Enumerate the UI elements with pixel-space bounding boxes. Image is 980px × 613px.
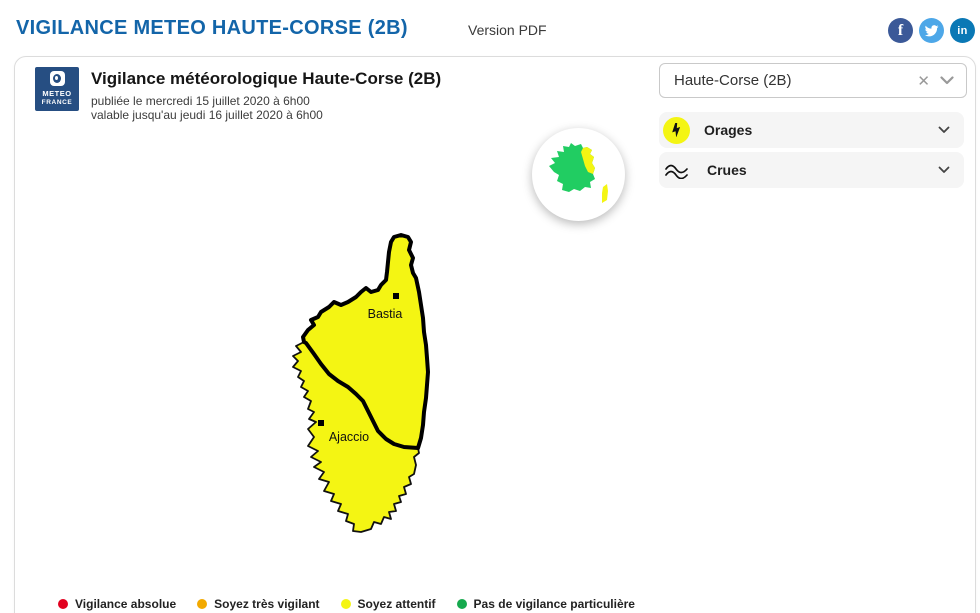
vigilance-card: METEO FRANCE Vigilance météorologique Ha… <box>14 56 976 613</box>
department-select[interactable]: Haute-Corse (2B) ✕ <box>659 63 967 98</box>
bulletin-title: Vigilance météorologique Haute-Corse (2B… <box>91 69 442 88</box>
clear-icon[interactable]: ✕ <box>917 72 930 90</box>
ajaccio-marker <box>318 420 324 426</box>
legend-dot-red <box>58 599 68 609</box>
france-overview-map <box>532 128 625 221</box>
version-pdf-link[interactable]: Version PDF <box>468 22 547 38</box>
twitter-icon[interactable] <box>919 18 944 43</box>
city-label-ajaccio: Ajaccio <box>329 430 369 444</box>
france-map-icon <box>548 142 608 203</box>
facebook-icon[interactable]: f <box>888 18 913 43</box>
lightning-icon <box>663 116 690 144</box>
hazard-label: Crues <box>707 162 747 178</box>
legend-item: Soyez attentif <box>340 597 436 611</box>
logo-text-france: FRANCE <box>41 99 73 106</box>
meteo-france-logo: METEO FRANCE <box>35 67 79 111</box>
chevron-down-icon[interactable] <box>940 76 954 85</box>
waves-icon <box>663 157 693 184</box>
legend-item: Pas de vigilance particulière <box>456 597 635 611</box>
meteo-france-symbol-icon <box>49 71 65 86</box>
legend-item: Vigilance absolue <box>58 597 176 611</box>
vigilance-legend: Vigilance absolue Soyez très vigilant So… <box>58 597 635 611</box>
chevron-down-icon <box>938 126 950 133</box>
corsica-map: Bastia Ajaccio <box>292 233 430 533</box>
hazard-label: Orages <box>704 122 753 138</box>
accordion-crues[interactable]: Crues <box>659 152 964 188</box>
published-date: publiée le mercredi 15 juillet 2020 à 6h… <box>91 94 310 108</box>
legend-item: Soyez très vigilant <box>197 597 320 611</box>
accordion-orages[interactable]: Orages <box>659 112 964 148</box>
twitter-bird-icon <box>924 24 939 36</box>
page-title: VIGILANCE METEO HAUTE-CORSE (2B) <box>16 17 408 39</box>
haute-corse-department <box>301 233 430 450</box>
linkedin-icon[interactable]: in <box>950 18 975 43</box>
legend-dot-orange <box>197 599 208 609</box>
logo-text-meteo: METEO <box>42 89 72 98</box>
legend-dot-green <box>456 599 467 609</box>
city-label-bastia: Bastia <box>368 307 403 321</box>
bastia-marker <box>393 293 399 299</box>
department-select-value: Haute-Corse (2B) <box>674 72 792 89</box>
legend-dot-yellow <box>340 599 351 609</box>
social-links: f in <box>888 18 975 43</box>
chevron-down-icon <box>938 166 950 173</box>
validity-date: valable jusqu'au jeudi 16 juillet 2020 à… <box>91 108 323 122</box>
